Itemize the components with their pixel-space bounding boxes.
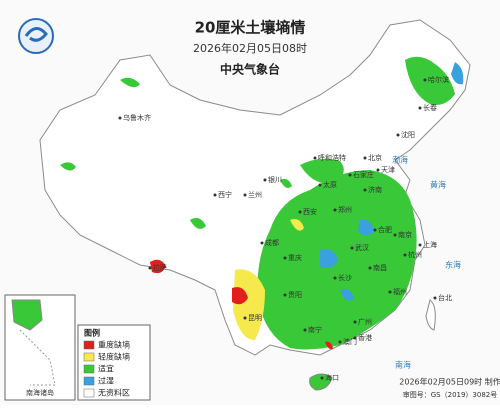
- city-dot: [148, 266, 152, 270]
- city-dot: [353, 336, 357, 340]
- logo: [18, 18, 54, 54]
- city-label: 哈尔滨: [428, 75, 449, 84]
- city-label: 南宁: [308, 325, 322, 334]
- city-label: 贵阳: [288, 290, 302, 299]
- legend-label: 轻度缺墒: [98, 352, 130, 362]
- city-label: 乌鲁木齐: [123, 113, 151, 122]
- city-dot: [373, 228, 377, 232]
- city-label: 石家庄: [353, 170, 374, 179]
- city-dot: [363, 156, 367, 160]
- city-dot: [376, 168, 380, 172]
- sea-label: 东海: [445, 260, 461, 270]
- city-dot: [213, 193, 217, 197]
- city-label: 昆明: [248, 314, 262, 322]
- approval-number: 审图号：GS（2019）3082号: [403, 390, 498, 399]
- city-dot: [393, 233, 397, 237]
- city-label: 福州: [393, 287, 407, 296]
- legend-swatch: [83, 340, 95, 350]
- city-dot: [388, 290, 392, 294]
- city-label: 郑州: [338, 206, 352, 214]
- city-label: 天津: [381, 166, 395, 174]
- island-taiwan: [425, 299, 436, 331]
- city-label: 呼和浩特: [318, 153, 346, 162]
- city-dot: [353, 320, 357, 324]
- city-dot: [263, 178, 267, 182]
- city-dot: [283, 256, 287, 260]
- city-label: 银川: [268, 175, 282, 184]
- legend-swatch: [83, 364, 95, 374]
- inset-map: 南海诸岛: [4, 294, 76, 401]
- inset-label: 南海诸岛: [26, 388, 54, 397]
- city-dot: [368, 266, 372, 270]
- legend-label: 适宜: [98, 364, 114, 374]
- city-dot: [118, 116, 122, 120]
- city-label: 重庆: [288, 253, 302, 262]
- city-label: 广州: [358, 317, 372, 326]
- city-label: 武汉: [355, 243, 369, 252]
- city-dot: [350, 246, 354, 250]
- city-label: 杭州: [408, 250, 422, 259]
- city-dot: [303, 328, 307, 332]
- sea-label: 黄海: [430, 180, 446, 190]
- issuer: 中央气象台: [220, 62, 280, 77]
- city-dot: [283, 293, 287, 297]
- city-label: 西宁: [218, 190, 232, 199]
- legend-label: 无资料区: [98, 388, 130, 398]
- city-label: 台北: [438, 293, 452, 302]
- city-label: 上海: [423, 240, 437, 249]
- city-label: 济南: [368, 185, 382, 194]
- city-dot: [418, 243, 422, 247]
- legend-label: 重度缺墒: [98, 340, 130, 350]
- city-dot: [313, 156, 317, 160]
- legend-label: 过湿: [98, 376, 114, 386]
- city-dot: [433, 296, 437, 300]
- city-dot: [403, 253, 407, 257]
- city-dot: [418, 106, 422, 110]
- legend-swatch: [83, 388, 95, 398]
- city-label: 兰州: [248, 190, 262, 199]
- city-label: 南京: [398, 230, 412, 239]
- city-dot: [298, 210, 302, 214]
- city-dot: [423, 78, 427, 82]
- map-title: 20厘米土壤墒情: [195, 19, 306, 37]
- city-label: 合肥: [378, 225, 392, 234]
- sea-label: 南海: [395, 360, 411, 370]
- moisture-areas: [60, 56, 464, 350]
- city-dot: [333, 276, 337, 280]
- sea-label: 渤海: [392, 155, 408, 165]
- legend-swatch: [83, 376, 95, 386]
- made-time: 2026年02月05日09时 制作: [399, 377, 500, 387]
- city-dot: [260, 241, 264, 245]
- city-label: 沈阳: [401, 130, 415, 139]
- city-label: 成都: [265, 238, 279, 247]
- city-label: 北京: [368, 153, 382, 162]
- city-dot: [243, 316, 247, 320]
- city-dot: [348, 173, 352, 177]
- island-hainan: [309, 373, 333, 391]
- city-label: 长沙: [338, 273, 352, 282]
- city-label: 南昌: [373, 263, 387, 272]
- city-dot: [320, 376, 324, 380]
- city-dot: [396, 133, 400, 137]
- city-label: 西安: [303, 207, 317, 216]
- city-label: 海口: [325, 373, 339, 382]
- city-dot: [363, 188, 367, 192]
- legend-swatch: [83, 352, 95, 362]
- city-label: 拉萨: [153, 263, 167, 272]
- city-dot: [338, 340, 342, 344]
- city-label: 长春: [423, 103, 437, 112]
- city-label: 太原: [323, 180, 337, 189]
- city-dot: [243, 193, 247, 197]
- legend-title: 图例: [84, 328, 100, 338]
- city-dot: [318, 183, 322, 187]
- city-dot: [333, 208, 337, 212]
- map-subtitle: 2026年02月05日08时: [193, 41, 307, 55]
- city-label: 香港: [358, 333, 372, 342]
- city-label: 澳门: [343, 337, 357, 346]
